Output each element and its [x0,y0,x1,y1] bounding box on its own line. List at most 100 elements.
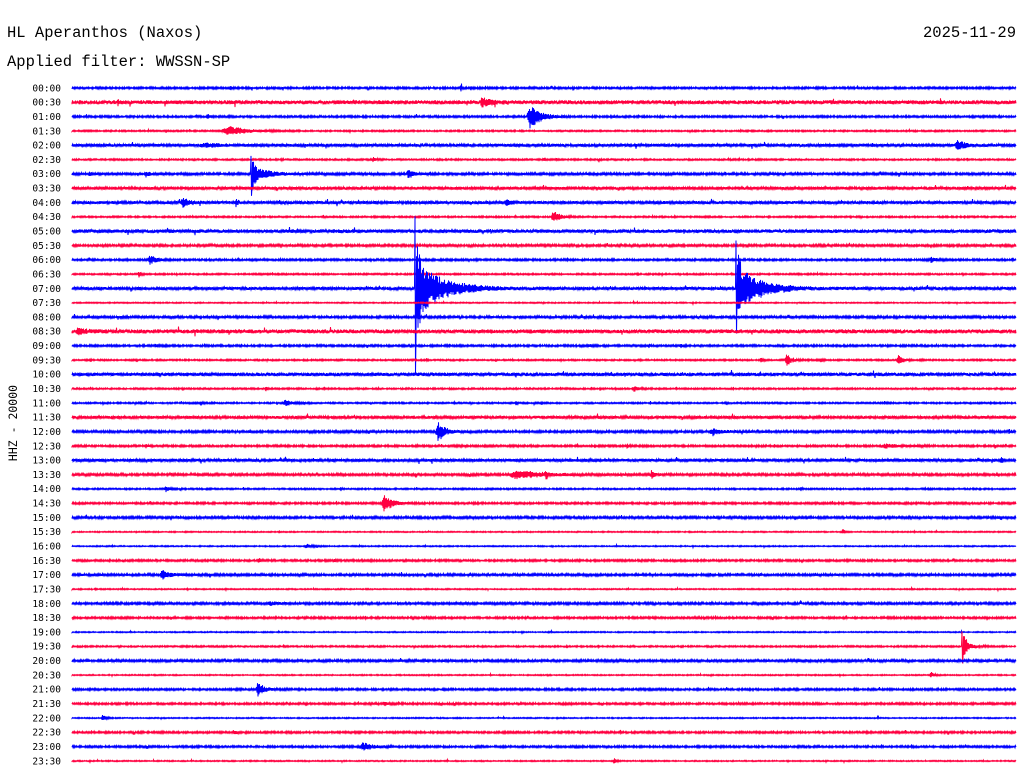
trace-0500 [71,227,1017,236]
row-label-2330: 23:30 [32,756,61,767]
trace-1400 [71,485,1017,493]
trace-1830 [71,614,1017,621]
trace-0000 [71,83,1017,92]
row-label-1830: 18:30 [32,613,61,624]
trace-2130 [71,700,1017,707]
row-label-0300: 03:00 [32,169,61,180]
trace-0230 [71,156,1017,163]
trace-0730 [71,299,1017,307]
row-label-1430: 14:30 [32,499,61,510]
row-label-0500: 05:00 [32,227,61,238]
row-label-2030: 20:30 [32,670,61,681]
row-label-0100: 01:00 [32,112,61,123]
trace-0430 [71,211,1017,221]
row-label-1330: 13:30 [32,470,61,481]
trace-1530 [71,529,1017,535]
trace-1330 [71,470,1017,480]
row-label-1030: 10:30 [32,384,61,395]
row-label-1130: 11:30 [32,413,61,424]
row-label-0230: 02:30 [32,155,61,166]
trace-2200 [71,714,1017,721]
row-label-1900: 19:00 [32,627,61,638]
row-label-1600: 16:00 [32,542,61,553]
row-label-1930: 19:30 [32,642,61,653]
row-label-0730: 07:30 [32,298,61,309]
row-label-0400: 04:00 [32,198,61,209]
row-label-0700: 07:00 [32,284,61,295]
trace-2330 [71,757,1017,765]
trace-0900 [71,342,1017,349]
row-label-0800: 08:00 [32,312,61,323]
row-label-2130: 21:30 [32,699,61,710]
trace-0800 [71,313,1017,321]
row-label-1400: 14:00 [32,484,61,495]
trace-1900 [71,628,1017,636]
row-label-0900: 09:00 [32,341,61,352]
row-label-0530: 05:30 [32,241,61,252]
date-label: 2025-11-29 [923,24,1016,42]
trace-1100 [71,399,1017,407]
traces [71,83,1017,765]
trace-1730 [71,585,1017,593]
trace-1430 [71,495,1017,512]
row-label-1630: 16:30 [32,556,61,567]
row-label-0130: 01:30 [32,126,61,137]
channel-scale-label: HHZ - 20000 [6,385,20,461]
trace-1930 [71,631,1017,664]
trace-0530 [71,242,1017,249]
trace-0200 [71,140,1017,150]
trace-2300 [71,742,1017,751]
trace-1230 [71,442,1017,450]
row-label-1730: 17:30 [32,585,61,596]
row-label-1500: 15:00 [32,513,61,524]
trace-0330 [71,184,1017,192]
filter-label: Applied filter: WWSSN-SP [7,53,230,71]
row-label-2100: 21:00 [32,685,61,696]
row-label-0430: 04:30 [32,212,61,223]
row-label-0830: 08:30 [32,327,61,338]
row-label-0630: 06:30 [32,269,61,280]
trace-0100 [71,107,1017,129]
row-label-0200: 02:00 [32,141,61,152]
trace-1030 [71,385,1017,392]
row-label-1700: 17:00 [32,570,61,581]
trace-1630 [71,557,1017,564]
trace-0400 [71,197,1017,208]
row-label-1530: 15:30 [32,527,61,538]
row-label-2300: 23:00 [32,742,61,753]
trace-0630 [71,270,1017,278]
row-label-0330: 03:30 [32,184,61,195]
row-labels: 00:00 00:30 01:00 01:30 02:00 02:30 03:00 03:30… [32,83,61,767]
row-label-2000: 20:00 [32,656,61,667]
trace-1700 [71,570,1017,580]
trace-2100 [71,683,1017,697]
trace-2030 [71,671,1017,679]
trace-0700 [71,216,1017,374]
row-label-1100: 11:00 [32,398,61,409]
trace-1800 [71,600,1017,607]
row-label-0000: 00:00 [32,83,61,94]
row-label-0600: 06:00 [32,255,61,266]
row-label-1800: 18:00 [32,599,61,610]
trace-0030 [71,97,1017,108]
trace-0300 [71,155,1017,196]
row-label-1300: 13:00 [32,456,61,467]
row-label-1000: 10:00 [32,370,61,381]
trace-2000 [71,657,1017,665]
row-label-1230: 12:30 [32,441,61,452]
row-label-1200: 12:00 [32,427,61,438]
row-label-2230: 22:30 [32,728,61,739]
row-label-2200: 22:00 [32,713,61,724]
trace-1600 [71,542,1017,550]
trace-1500 [71,514,1017,521]
trace-1200 [71,422,1017,441]
station-title: HL Aperanthos (Naxos) [7,24,202,42]
trace-1300 [71,456,1017,465]
trace-1130 [71,413,1017,421]
trace-1000 [71,369,1017,378]
trace-0600 [71,255,1017,265]
trace-2230 [71,729,1017,736]
row-label-0930: 09:30 [32,355,61,366]
trace-0930 [71,354,1017,366]
